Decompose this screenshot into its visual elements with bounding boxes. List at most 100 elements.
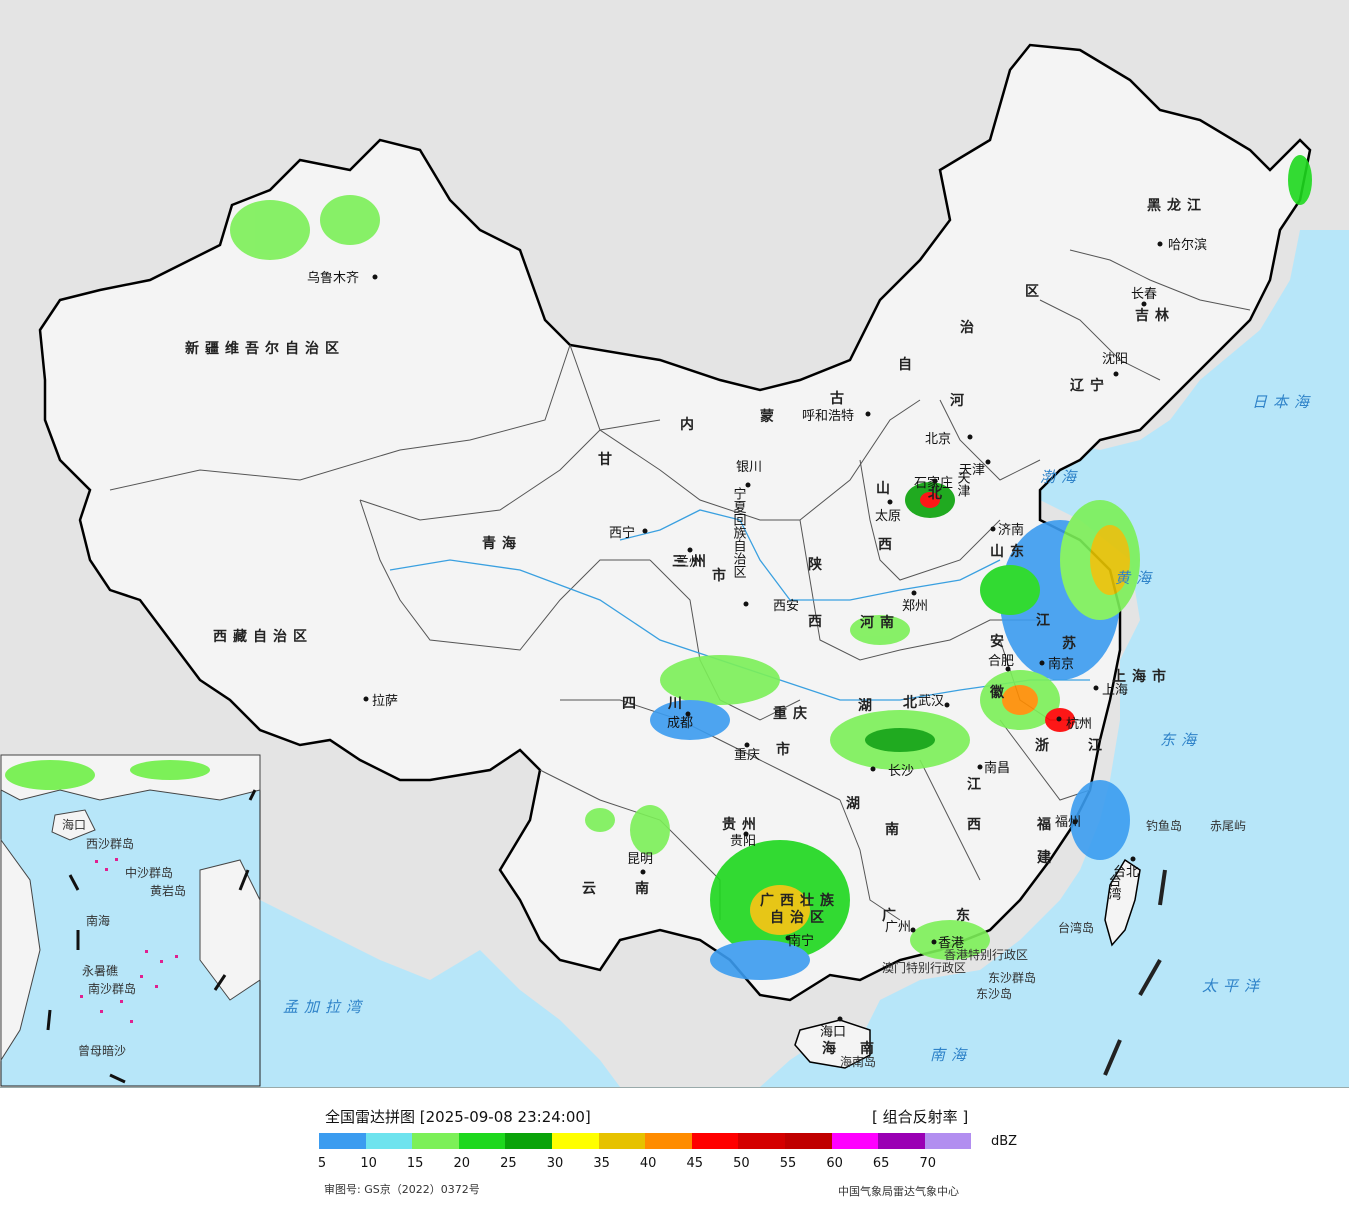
province-label: 青海 [482,535,522,552]
color-swatch [691,1133,739,1149]
island-label: 东沙岛 [976,986,1012,1001]
inset-label: 海口 [62,817,86,832]
province-label: 三州 [672,554,712,570]
tick-label: 10 [360,1156,377,1171]
province-label: 海 [822,1040,842,1057]
city-label: 上海 [1102,683,1128,698]
tick-label: 45 [686,1156,704,1171]
city-marker [745,482,751,488]
map-approval-number: 审图号: GS京（2022）0372号 [324,1183,480,1196]
sea-label: 黄海 [1115,569,1157,587]
inset-label: 中沙群岛 [125,865,173,880]
island-label: 东沙群岛 [988,970,1036,985]
color-swatch [645,1133,692,1149]
city-marker [1157,241,1163,247]
color-swatch [831,1133,879,1149]
color-swatch [505,1133,552,1149]
sea-label: 东海 [1160,731,1202,749]
color-swatch [784,1133,832,1149]
province-label: 吉林 [1135,307,1175,324]
city-label: 拉萨 [372,694,398,709]
city-label: 沈阳 [1102,352,1128,367]
city-label: 重庆 [734,747,760,763]
city-label: 乌鲁木齐 [307,270,359,286]
color-swatch [598,1133,646,1149]
province-label: 北 [903,695,923,711]
city-label: 香港 [938,936,964,951]
city-marker [1005,666,1011,672]
city-marker [642,528,648,534]
city-marker [1141,301,1147,307]
city-marker [1056,716,1062,722]
hainan-island [794,1019,871,1069]
radar-map[interactable]: 新疆维吾尔自治区 西藏自治区 青海甘内蒙古自治区黑龙江 吉林 辽宁河北山西山东陕西河南江… [0,0,1349,1087]
color-swatch [458,1133,506,1149]
province-label: 新疆维吾尔自治区 [185,340,345,357]
tick-label: 25 [500,1156,517,1171]
city-marker [887,499,893,505]
tick-label: 60 [826,1156,843,1171]
island-label: 台湾岛 [1058,920,1094,935]
province-label: 山东 [990,543,1030,560]
color-swatch [738,1133,785,1149]
city-label: 哈尔滨 [1168,237,1207,253]
label-layer: 新疆维吾尔自治区西藏自治区青海甘内 蒙古自治区黑龙江吉林辽宁河北山西 山东陕西 河南江… [62,197,1315,1069]
city-label: 兰州 [676,555,702,570]
inset-label: 永暑礁 [82,963,118,978]
city-marker [911,590,917,596]
province-label: 建 [1037,849,1057,866]
province-label: 四 [622,696,642,712]
province-label: 北 [928,486,948,502]
province-label: 黑龙江 [1147,197,1207,214]
city-label: 成都 [667,716,693,731]
island-label: 赤尾屿 [1210,819,1246,833]
province-label: 贵州 [722,816,762,833]
island-label: 澳门特别行政区 [882,960,966,975]
city-marker [372,274,378,280]
legend-title: 全国雷达拼图 [2025-09-08 23:24:00] [325,1108,591,1126]
city-marker [1130,856,1136,862]
province-label: 湖 [858,698,878,714]
sea-label: 南海 [930,1046,972,1064]
province-label: 甘 [598,451,618,468]
city-label: 济南 [998,522,1024,538]
inset-label: 西沙群岛 [86,836,134,851]
province-label: 广西壮族 [760,892,840,909]
city-marker [990,526,996,532]
inset-label: 黄岩岛 [150,883,186,898]
city-label: 北京 [925,432,951,447]
province-label: 南 [635,880,655,897]
color-swatch [924,1133,972,1149]
province-borders [109,249,1251,921]
city-marker [837,1016,843,1022]
city-marker [1039,660,1045,666]
legend-panel: 全国雷达拼图 [2025-09-08 23:24:00] [ 组合反射率 ] d… [0,1087,1349,1209]
tick-label: 35 [593,1156,610,1171]
province-label: 湖 [846,796,866,812]
province-label: 西 [878,537,898,553]
city-marker [744,742,750,748]
city-label: 福州 [1055,815,1081,830]
province-label: 南 [885,821,905,838]
province-label: 自 [898,356,918,373]
sea-area-bay-of-bengal [260,900,620,1087]
city-marker [944,702,950,708]
city-label: 南昌 [984,760,1010,776]
province-label: 市 [712,567,732,584]
province-label: 江 [1088,737,1108,754]
province-label: 山 [876,481,896,497]
city-marker [1093,685,1099,691]
city-marker [743,601,749,607]
province-label: 重庆 [773,705,813,722]
city-marker [865,411,871,417]
city-label: 合肥 [988,654,1014,669]
province-label: 江 [967,776,987,793]
city-marker [363,696,369,702]
province-label: 内 [680,416,700,433]
sea-label: 日本海 [1252,393,1315,411]
city-marker [870,766,876,772]
province-label: 徽 [989,684,1010,701]
city-label: 西宁 [609,525,635,541]
province-label: 川 [667,696,688,712]
